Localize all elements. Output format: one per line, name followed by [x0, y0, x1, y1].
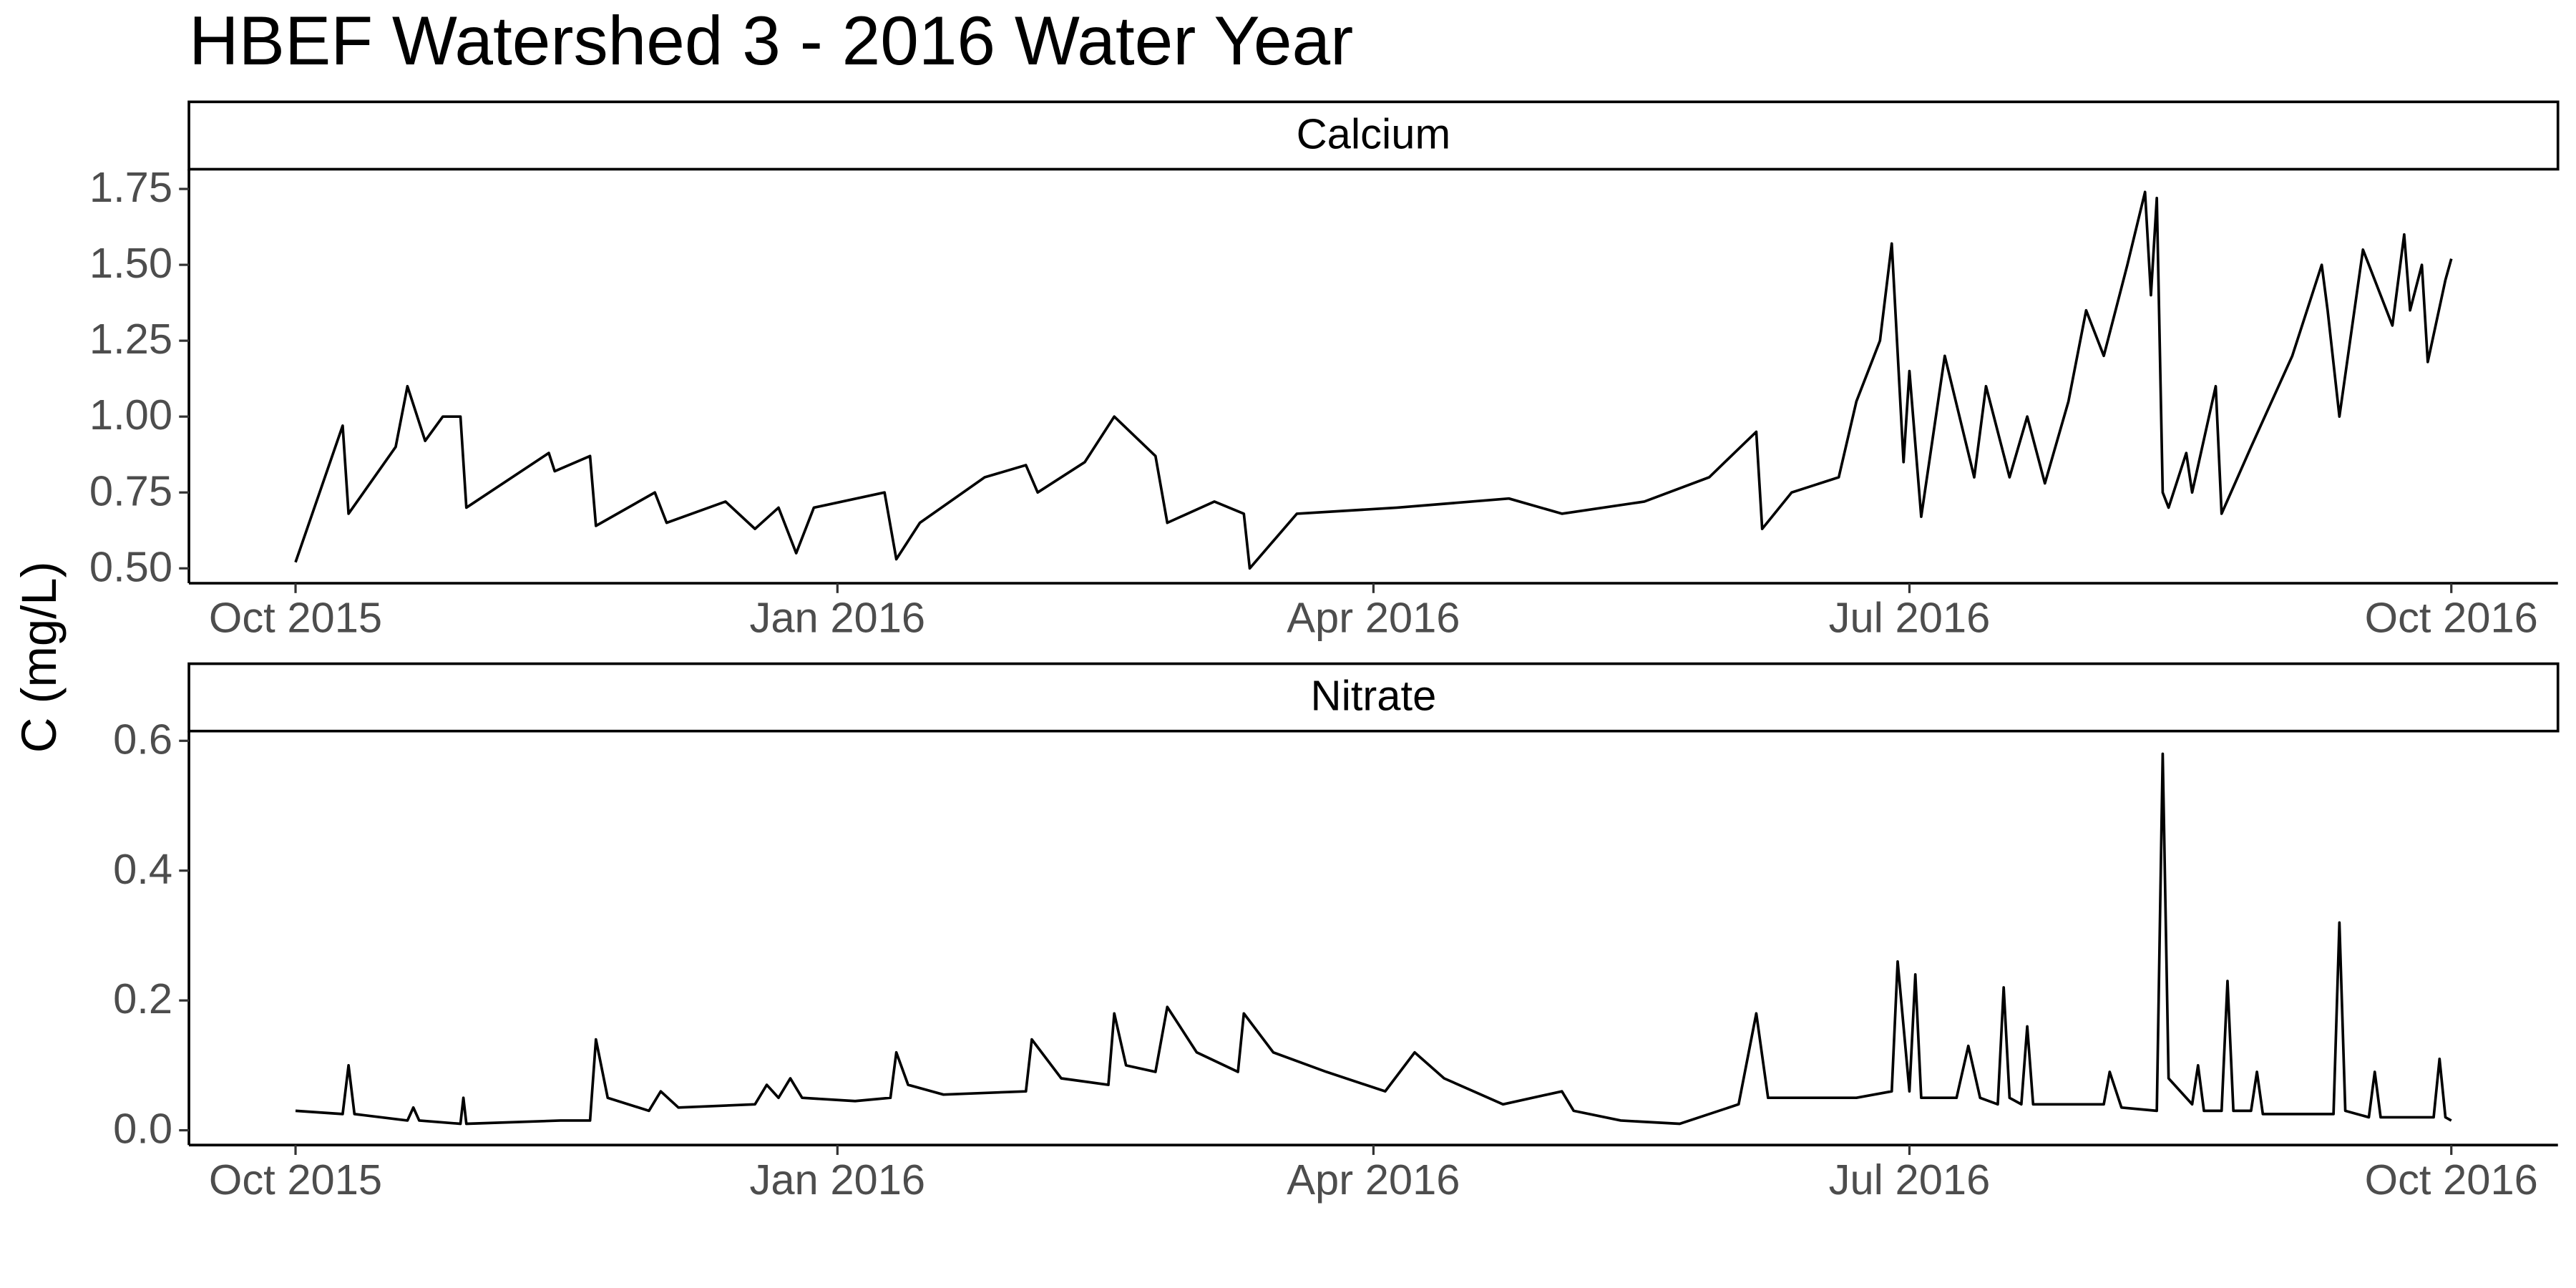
- y-axis-label: C (mg/L): [11, 561, 67, 753]
- data-line: [294, 190, 2453, 570]
- x-tick-label: Apr 2016: [1287, 594, 1460, 642]
- y-tick-label: 0.6: [113, 715, 172, 763]
- y-tick-label: 0.0: [113, 1105, 172, 1153]
- x-tick-label: Oct 2015: [209, 1156, 382, 1204]
- facet-title: Nitrate: [1310, 672, 1436, 720]
- x-tick-label: Jul 2016: [1829, 594, 1991, 642]
- y-tick-label: 0.75: [89, 467, 172, 514]
- x-tick-label: Oct 2016: [2365, 1156, 2538, 1204]
- x-tick-label: Jan 2016: [750, 594, 926, 642]
- chart-title: HBEF Watershed 3 - 2016 Water Year: [189, 3, 1353, 79]
- y-tick-label: 0.50: [89, 542, 172, 590]
- x-tick-label: Jul 2016: [1829, 1156, 1991, 1204]
- x-tick-label: Oct 2016: [2365, 594, 2538, 642]
- y-tick-label: 1.50: [89, 239, 172, 287]
- x-tick-label: Jan 2016: [750, 1156, 926, 1204]
- data-line: [295, 752, 2452, 1126]
- y-tick-label: 0.4: [113, 845, 172, 893]
- x-tick-label: Oct 2015: [209, 594, 382, 642]
- facet-strip: [187, 662, 2560, 733]
- x-tick-label: Apr 2016: [1287, 1156, 1460, 1204]
- y-tick-label: 1.25: [89, 315, 172, 363]
- y-tick-label: 1.75: [89, 163, 172, 211]
- facet-strip: [187, 100, 2560, 171]
- y-tick-label: 1.00: [89, 391, 172, 439]
- y-tick-label: 0.2: [113, 975, 172, 1023]
- facet-title: Calcium: [1297, 109, 1451, 157]
